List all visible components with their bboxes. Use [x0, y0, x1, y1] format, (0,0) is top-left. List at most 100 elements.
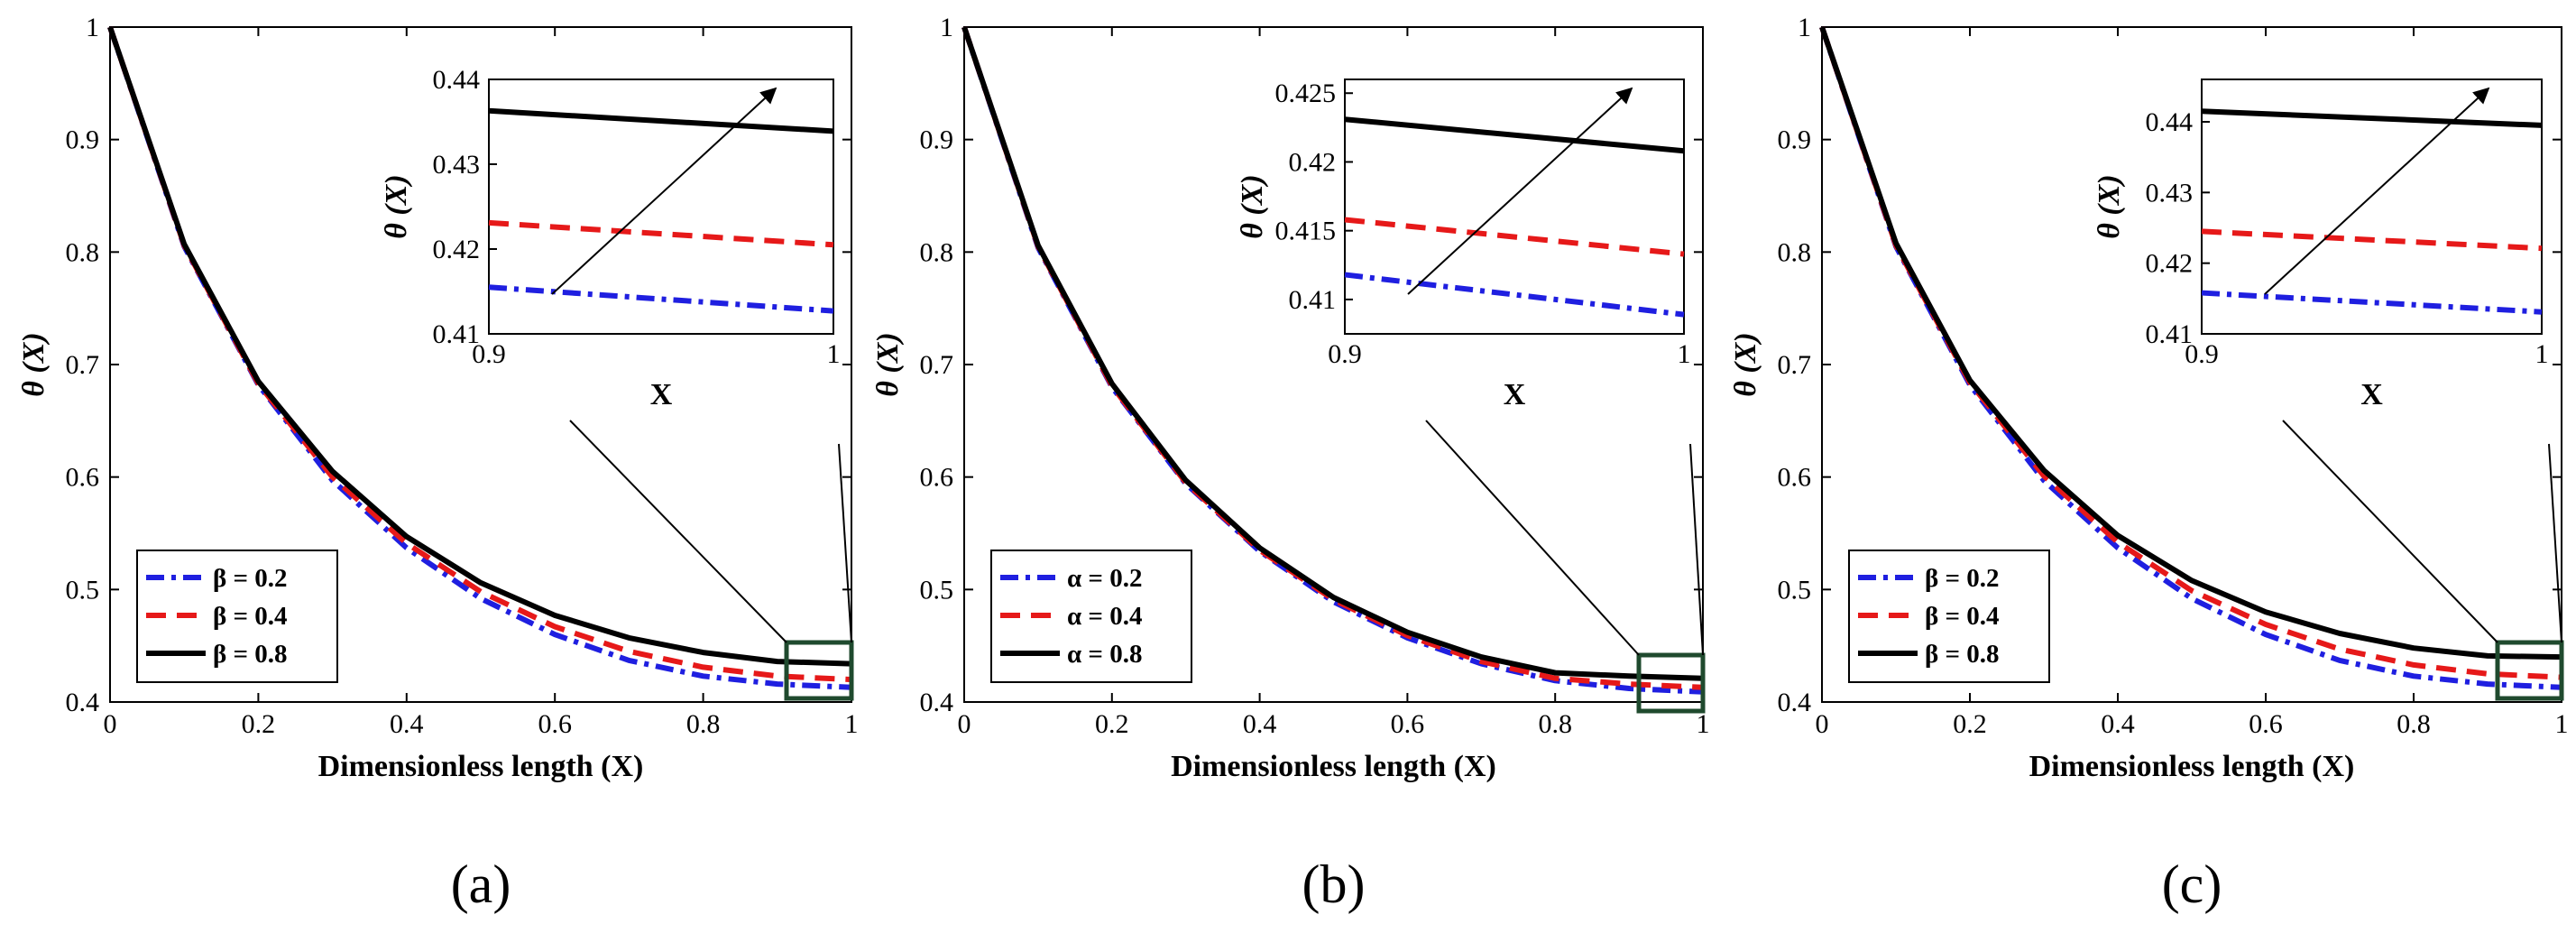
inset-series-line-3 [488, 107, 834, 134]
legend-label: β = 0.8 [1925, 640, 2000, 669]
x-tick-label: 0.8 [2397, 709, 2431, 739]
inset-chart: 0.9 1 0.41 0.415 0.42 0.425 Xθ (X) [1236, 79, 1691, 411]
inset-y-tick-label: 0.41 [1289, 285, 1337, 315]
inset-y-tick-label: 0.43 [2146, 178, 2194, 208]
zoom-connector-line [1425, 420, 1640, 656]
inset-series-line-1 [488, 284, 834, 314]
inset-x-tick-label: 1 [1678, 339, 1691, 369]
x-tick-label: 0.6 [538, 709, 572, 739]
inset-y-tick-label: 0.42 [1289, 147, 1337, 177]
panel-c: 0 0.2 0.4 0.6 0.8 1 0.4 0.5 0.6 0.7 0.8 0.9 1 Dimensi… [1729, 13, 2569, 914]
x-tick-label: 0.4 [2101, 709, 2135, 739]
x-tick-label: 0.6 [1391, 709, 1425, 739]
legend-label: α = 0.8 [1067, 640, 1142, 669]
inset-x-tick-label: 0.9 [2185, 339, 2219, 369]
panel-caption: (c) [2162, 854, 2222, 914]
y-tick-label: 0.6 [1778, 463, 1812, 493]
inset-chart: 0.9 1 0.41 0.42 0.43 0.44 Xθ (X) [380, 65, 841, 411]
y-tick-label: 0.9 [920, 125, 954, 155]
y-tick-label: 0.7 [920, 350, 954, 380]
inset-y-tick-label: 0.43 [433, 150, 481, 180]
legend: β = 0.2 β = 0.4 β = 0.8 [1848, 550, 2050, 683]
x-tick-label: 1 [1697, 709, 1710, 739]
y-axis-title: θ (X) [871, 332, 905, 396]
y-tick-label: 0.6 [920, 463, 954, 493]
x-tick-label: 0.4 [390, 709, 424, 739]
inset-y-tick-label: 0.44 [2146, 107, 2194, 137]
y-tick-label: 0.9 [66, 125, 100, 155]
inset-series-line-3 [1344, 116, 1685, 154]
y-tick-label: 0.8 [66, 237, 100, 267]
inset-y-axis-title: θ (X) [2093, 174, 2126, 238]
series-line-2 [1819, 26, 2562, 680]
y-tick-label: 0.6 [66, 463, 100, 493]
trend-arrow [2264, 87, 2490, 295]
y-tick-label: 0.4 [920, 688, 954, 717]
x-axis-title: Dimensionless length (X) [318, 750, 644, 783]
legend-box [1848, 550, 2050, 683]
zoom-connector-line [838, 443, 852, 643]
inset-series-line-3 [2201, 108, 2543, 128]
zoom-connector-line [1689, 443, 1704, 656]
y-tick-label: 0.8 [1778, 237, 1812, 267]
legend-label: β = 0.8 [213, 640, 288, 669]
inset-chart: 0.9 1 0.41 0.42 0.43 0.44 Xθ (X) [2093, 79, 2549, 411]
x-tick-label: 1 [2555, 709, 2569, 739]
series-line-3 [1819, 26, 2562, 660]
legend-box [136, 550, 338, 683]
inset-y-tick-label: 0.425 [1275, 79, 1337, 108]
y-tick-label: 0.9 [1778, 125, 1812, 155]
legend-label: β = 0.2 [213, 564, 288, 593]
x-tick-label: 0.2 [1095, 709, 1129, 739]
inset-x-tick-label: 1 [2535, 339, 2549, 369]
inset-y-tick-label: 0.41 [433, 319, 481, 349]
zoom-region-box [2495, 640, 2564, 701]
legend-label: β = 0.2 [1925, 564, 2000, 593]
series-line-3 [107, 26, 852, 667]
zoom-region-box [784, 640, 854, 701]
inset-frame [1344, 79, 1685, 335]
y-tick-label: 1 [940, 13, 953, 42]
series-line-3 [961, 26, 1704, 681]
inset-y-axis-title: θ (X) [380, 174, 413, 238]
inset-series-line-2 [488, 219, 834, 248]
x-tick-label: 0.2 [1953, 709, 1987, 739]
inset-y-axis-title: θ (X) [1236, 174, 1269, 238]
y-tick-label: 1 [1798, 13, 1811, 42]
panel-caption: (a) [451, 854, 511, 914]
y-axis-title: θ (X) [1729, 332, 1762, 396]
legend-label: β = 0.4 [213, 602, 288, 631]
y-axis-title: θ (X) [17, 332, 51, 396]
x-tick-label: 0.6 [2249, 709, 2283, 739]
y-tick-label: 0.4 [1778, 688, 1812, 717]
legend-box [990, 550, 1192, 683]
inset-x-axis-title: X [650, 378, 673, 411]
inset-x-tick-label: 0.9 [472, 339, 506, 369]
inset-x-tick-label: 1 [827, 339, 841, 369]
x-tick-label: 0.4 [1243, 709, 1277, 739]
y-tick-label: 0.7 [1778, 350, 1812, 380]
x-tick-label: 0.8 [1538, 709, 1572, 739]
x-tick-label: 0 [104, 709, 117, 739]
inset-x-axis-title: X [2360, 378, 2383, 411]
zoom-connector-line [2282, 420, 2498, 643]
inset-x-axis-title: X [1504, 378, 1526, 411]
x-tick-label: 0 [1816, 709, 1829, 739]
legend-label: α = 0.2 [1067, 564, 1142, 593]
series-line-2 [107, 26, 852, 683]
inset-y-tick-label: 0.415 [1275, 217, 1337, 246]
zoom-region-box [1636, 652, 1706, 714]
trend-arrow [551, 87, 777, 295]
legend: α = 0.2 α = 0.4 α = 0.8 [990, 550, 1192, 683]
inset-frame [488, 79, 834, 335]
inset-series-line-2 [2201, 228, 2543, 252]
y-tick-label: 1 [86, 13, 99, 42]
zoom-connector-line [2548, 443, 2562, 643]
zoom-connector-line [569, 420, 787, 643]
panel-caption: (b) [1302, 854, 1366, 914]
inset-series-line-2 [1344, 217, 1685, 257]
x-axis-title: Dimensionless length (X) [1171, 750, 1496, 783]
x-tick-label: 0 [958, 709, 971, 739]
x-tick-label: 1 [845, 709, 859, 739]
panel-a: 0 0.2 0.4 0.6 0.8 1 0.4 0.5 0.6 0.7 0.8 0.9 1 Dimensi… [17, 13, 859, 914]
